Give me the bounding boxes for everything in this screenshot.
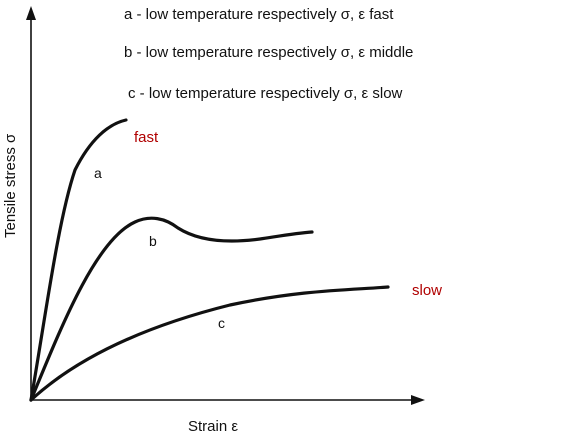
x-axis-arrowhead [411, 395, 425, 405]
curve-c [29, 285, 390, 402]
legend-item-c: c - low temperature respectively σ, ε sl… [128, 85, 403, 102]
curve-a-label: a [94, 165, 102, 181]
curve-b-label: b [149, 233, 157, 249]
curve-b [29, 216, 314, 402]
axes [26, 6, 425, 405]
slow-label: slow [412, 282, 442, 299]
curve-a [29, 118, 128, 402]
y-axis-arrowhead [26, 6, 36, 20]
y-axis-label: Tensile stress σ [2, 133, 19, 238]
x-axis-label: Strain ε [188, 418, 238, 435]
fast-label: fast [134, 129, 159, 146]
curve-c-label: c [218, 315, 225, 331]
legend-item-b: b - low temperature respectively σ, ε mi… [124, 44, 413, 61]
legend-item-a: a - low temperature respectively σ, ε fa… [124, 6, 394, 23]
